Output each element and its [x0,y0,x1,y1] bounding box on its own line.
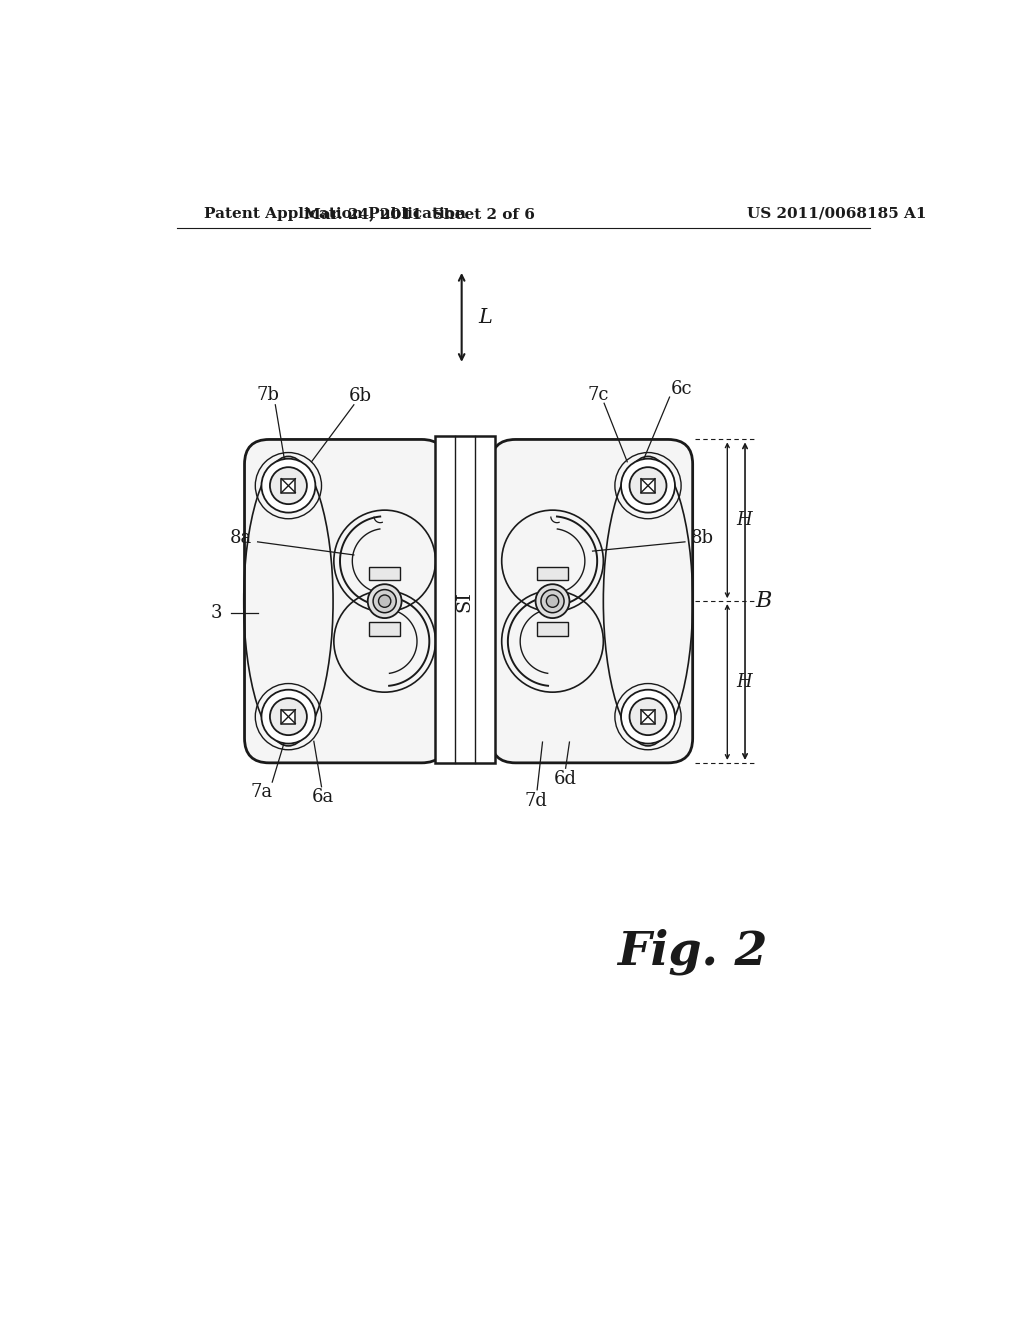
Bar [538,566,568,581]
Circle shape [373,590,396,612]
Text: Patent Application Publication: Patent Application Publication [204,207,466,220]
Circle shape [630,467,667,504]
Circle shape [368,585,401,618]
Text: H: H [736,511,753,529]
Circle shape [621,459,675,512]
Bar [641,479,655,492]
Text: 8b: 8b [690,529,714,546]
Text: SI: SI [455,591,473,611]
Circle shape [547,595,559,607]
Text: 3: 3 [211,603,222,622]
Bar [538,622,568,636]
Circle shape [621,689,675,743]
Text: B: B [756,590,772,612]
Circle shape [536,585,569,618]
Circle shape [379,595,391,607]
Text: 8a: 8a [229,529,252,546]
Text: L: L [478,309,493,327]
Text: Fig. 2: Fig. 2 [617,928,768,974]
Bar [282,710,295,723]
Bar [370,566,400,581]
FancyBboxPatch shape [490,440,692,763]
Circle shape [270,698,307,735]
Text: 6b: 6b [348,387,372,405]
Text: 7d: 7d [524,792,547,809]
Bar [641,710,655,723]
Text: US 2011/0068185 A1: US 2011/0068185 A1 [746,207,926,220]
Text: 6d: 6d [554,770,578,788]
Circle shape [541,590,564,612]
Text: 6a: 6a [312,788,334,807]
Circle shape [270,467,307,504]
Text: 6c: 6c [671,380,692,399]
Text: Mar. 24, 2011  Sheet 2 of 6: Mar. 24, 2011 Sheet 2 of 6 [304,207,535,220]
Circle shape [261,689,315,743]
Circle shape [630,698,667,735]
Text: 7c: 7c [587,385,608,404]
Bar [282,479,295,492]
Text: 7b: 7b [256,385,280,404]
Bar [370,622,400,636]
Bar [435,436,495,763]
FancyBboxPatch shape [245,440,446,763]
Circle shape [261,459,315,512]
Text: 7a: 7a [251,783,272,801]
Text: H: H [736,673,753,690]
